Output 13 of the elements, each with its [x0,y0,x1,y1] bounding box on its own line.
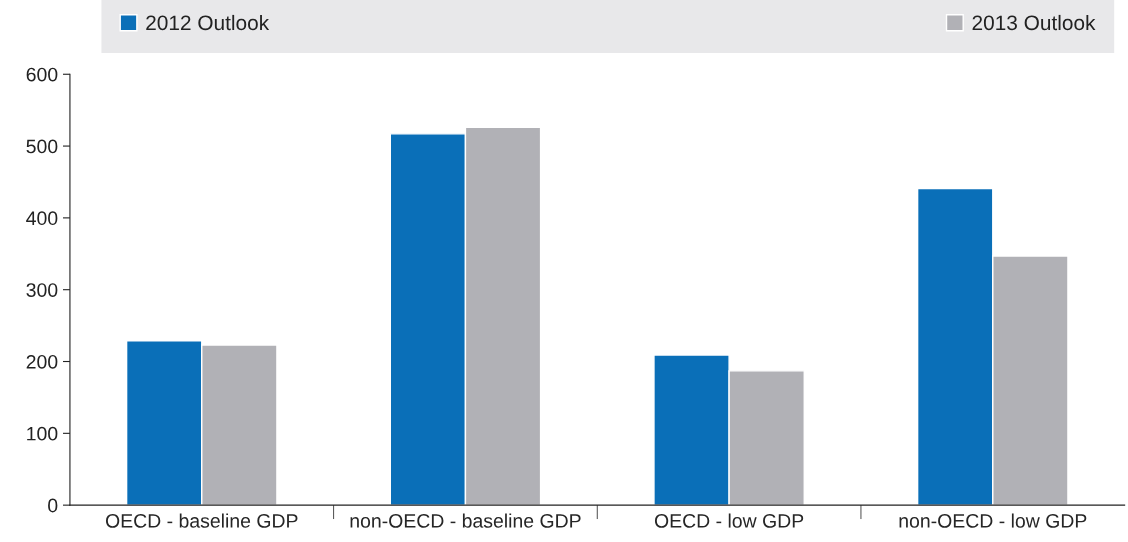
y-tick-label: 300 [26,283,58,297]
legend-label: 2012 Outlook [146,14,270,31]
legend-label: 2013 Outlook [972,14,1096,31]
x-tick-label: non-OECD - low GDP [899,513,1087,528]
y-tick-label: 200 [26,354,58,369]
y-tick-label: 500 [26,139,58,154]
x-tick-label: non-OECD - baseline GDP [350,513,581,528]
x-tick-label: OECD - baseline GDP [105,513,298,528]
y-tick-label: 0 [48,498,58,513]
y-tick-label: 100 [27,426,58,441]
y-tick-label: 600 [26,67,58,82]
x-tick-label: OECD - low GDP [654,513,804,528]
y-tick-label: 400 [26,211,58,226]
